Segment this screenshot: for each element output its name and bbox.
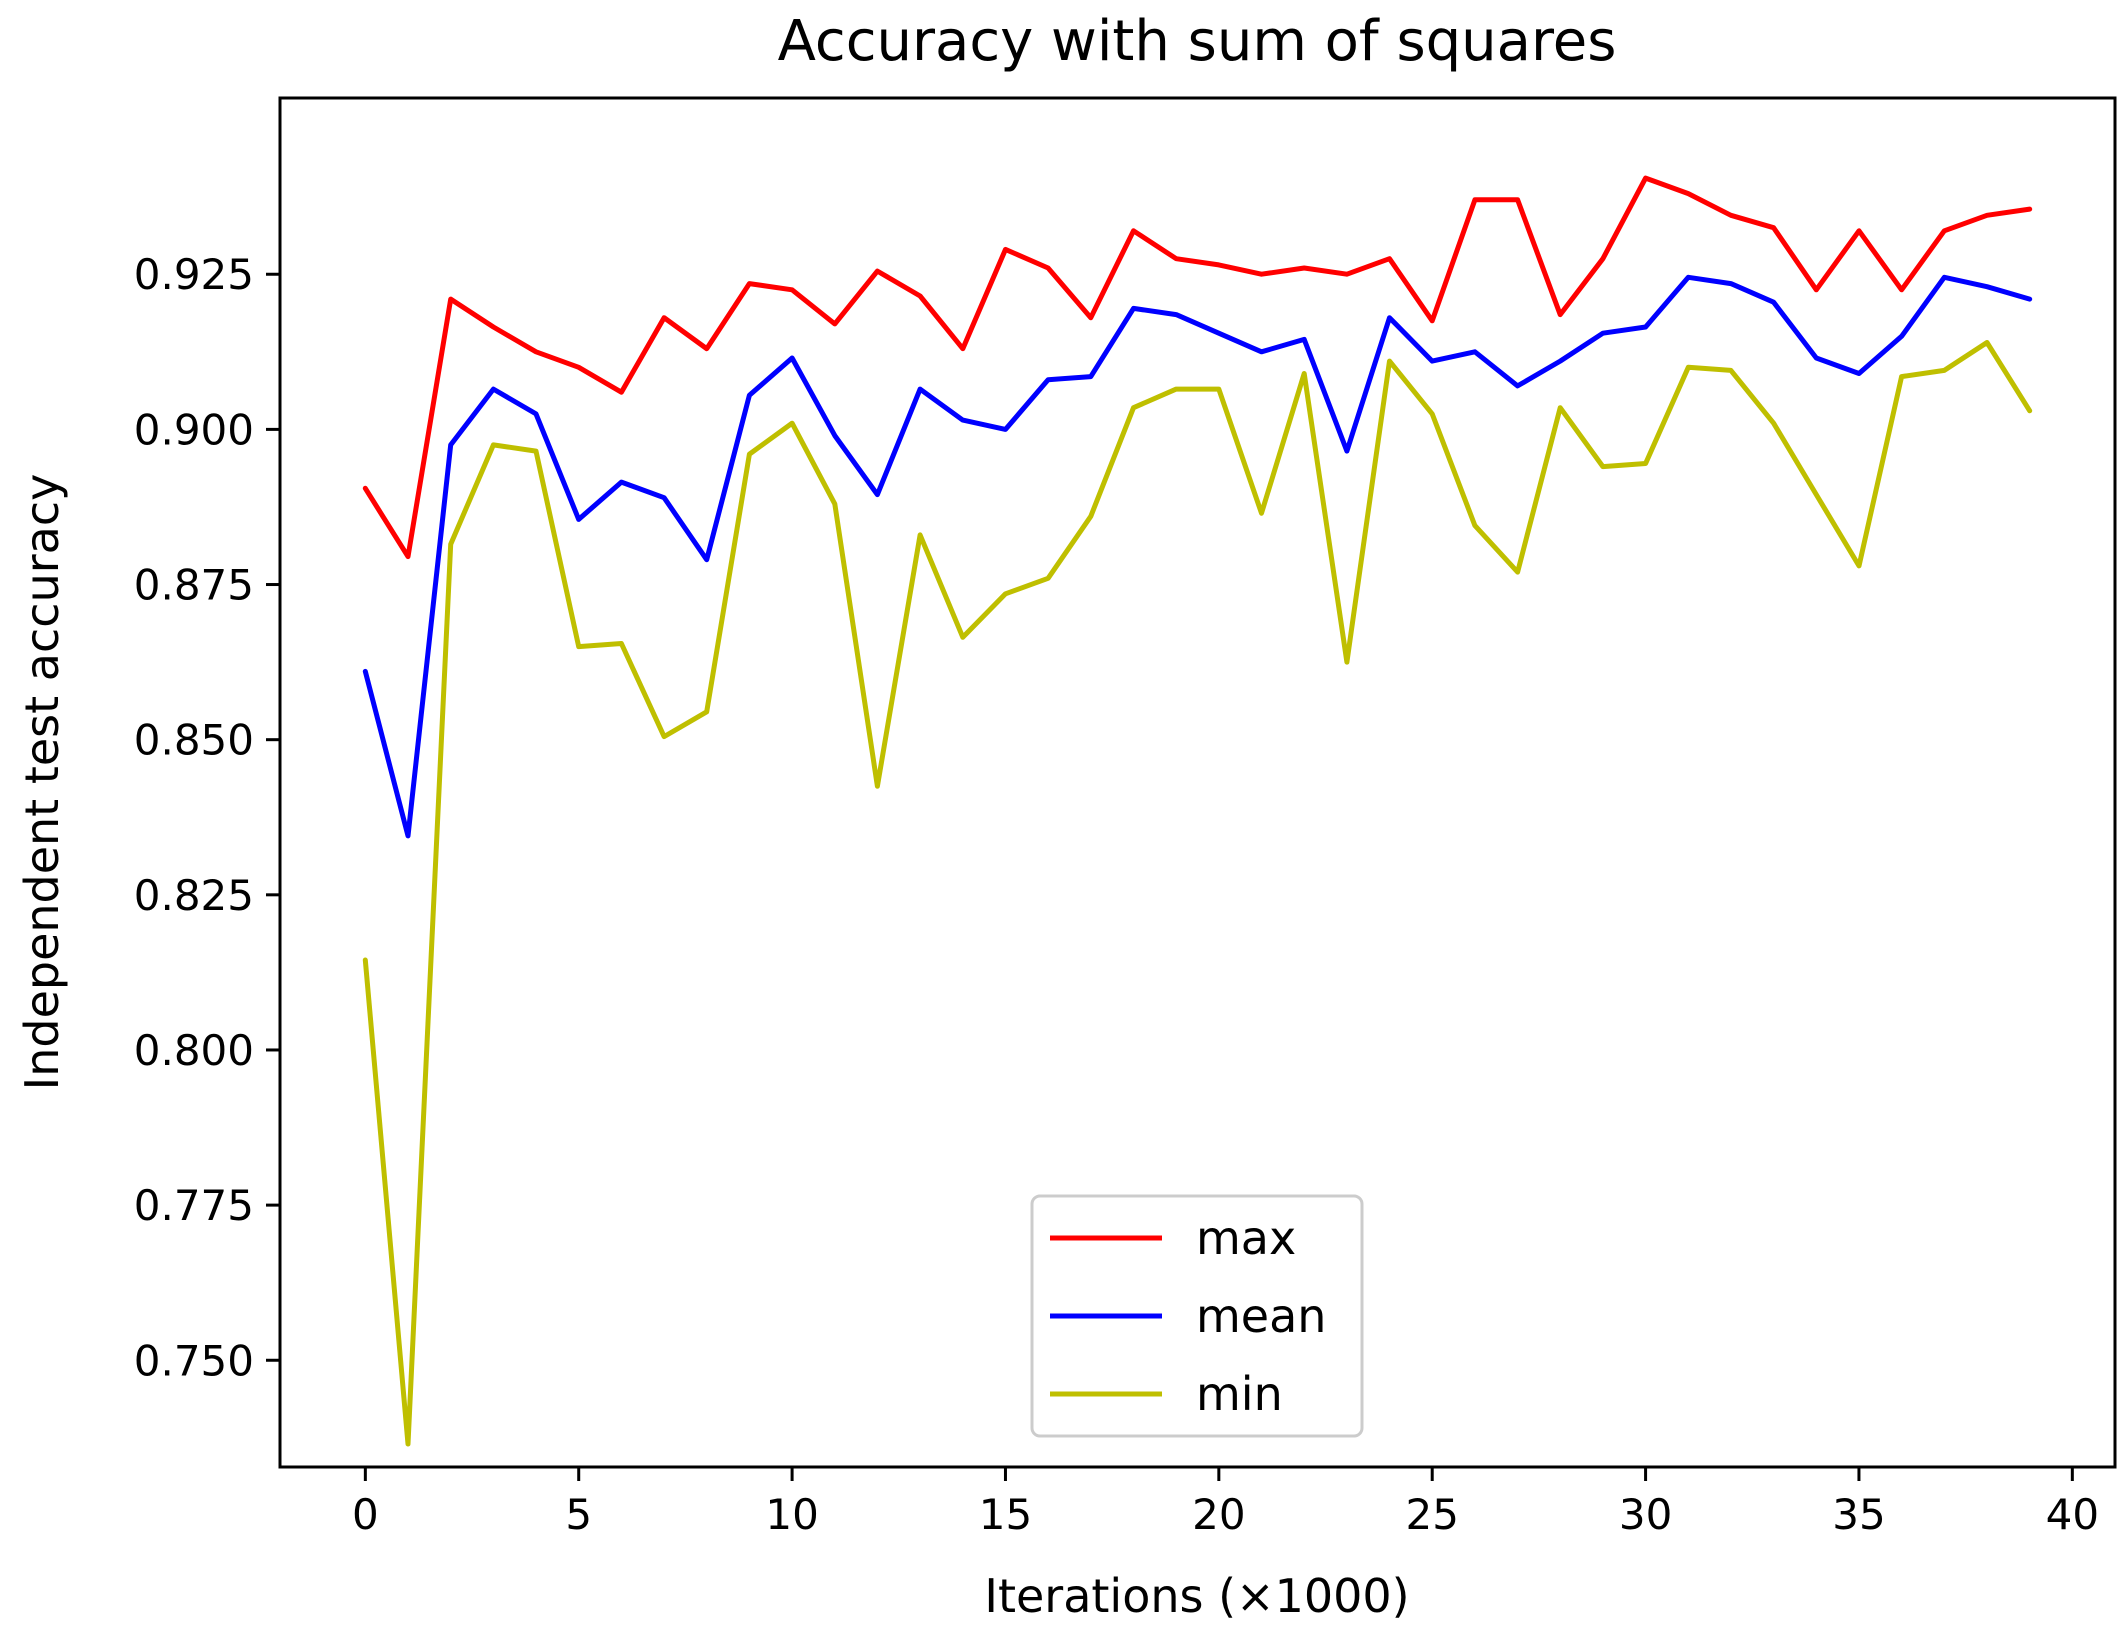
legend-label-min: min: [1196, 1367, 1283, 1421]
x-tick-label: 5: [565, 1490, 592, 1539]
y-tick-label: 0.875: [134, 561, 254, 610]
legend-entries: max mean min: [1050, 1211, 1326, 1421]
y-axis-ticks: 0.750 0.775 0.800 0.825 0.850 0.875 0.900 0.925: [134, 250, 280, 1385]
series-line-mean: [362, 274, 2033, 839]
x-tick-label: 0: [352, 1490, 379, 1539]
y-tick-label: 0.800: [134, 1026, 254, 1075]
y-tick-label: 0.750: [134, 1336, 254, 1385]
y-tick-label: 0.925: [134, 250, 254, 299]
x-tick-label: 30: [1619, 1490, 1672, 1539]
y-tick-label: 0.825: [134, 871, 254, 920]
series-line-max: [362, 175, 2033, 560]
x-axis-ticks: 0 5 10 15 20 25 30 35 40: [352, 1467, 2099, 1539]
x-axis-label: Iterations (×1000): [984, 1569, 1409, 1623]
series-line-min: [362, 340, 2033, 1447]
y-tick-label: 0.775: [134, 1181, 254, 1230]
x-tick-label: 40: [2046, 1490, 2099, 1539]
x-tick-label: 20: [1192, 1490, 1245, 1539]
chart-title: Accuracy with sum of squares: [778, 9, 1617, 74]
x-tick-label: 35: [1832, 1490, 1885, 1539]
x-tick-label: 10: [765, 1490, 818, 1539]
y-tick-label: 0.900: [134, 405, 254, 454]
legend-label-mean: mean: [1196, 1289, 1326, 1343]
legend-box: [1030, 1194, 1364, 1438]
y-tick-label: 0.850: [134, 716, 254, 765]
series-layer: [362, 175, 2033, 1447]
y-axis-label: Independent test accuracy: [15, 474, 69, 1091]
x-tick-label: 25: [1405, 1490, 1458, 1539]
legend: max mean min: [1030, 1194, 1364, 1438]
legend-label-max: max: [1196, 1211, 1296, 1265]
plot-frame: [278, 96, 2117, 1469]
plot-area: [278, 96, 2117, 1469]
x-tick-label: 15: [979, 1490, 1032, 1539]
